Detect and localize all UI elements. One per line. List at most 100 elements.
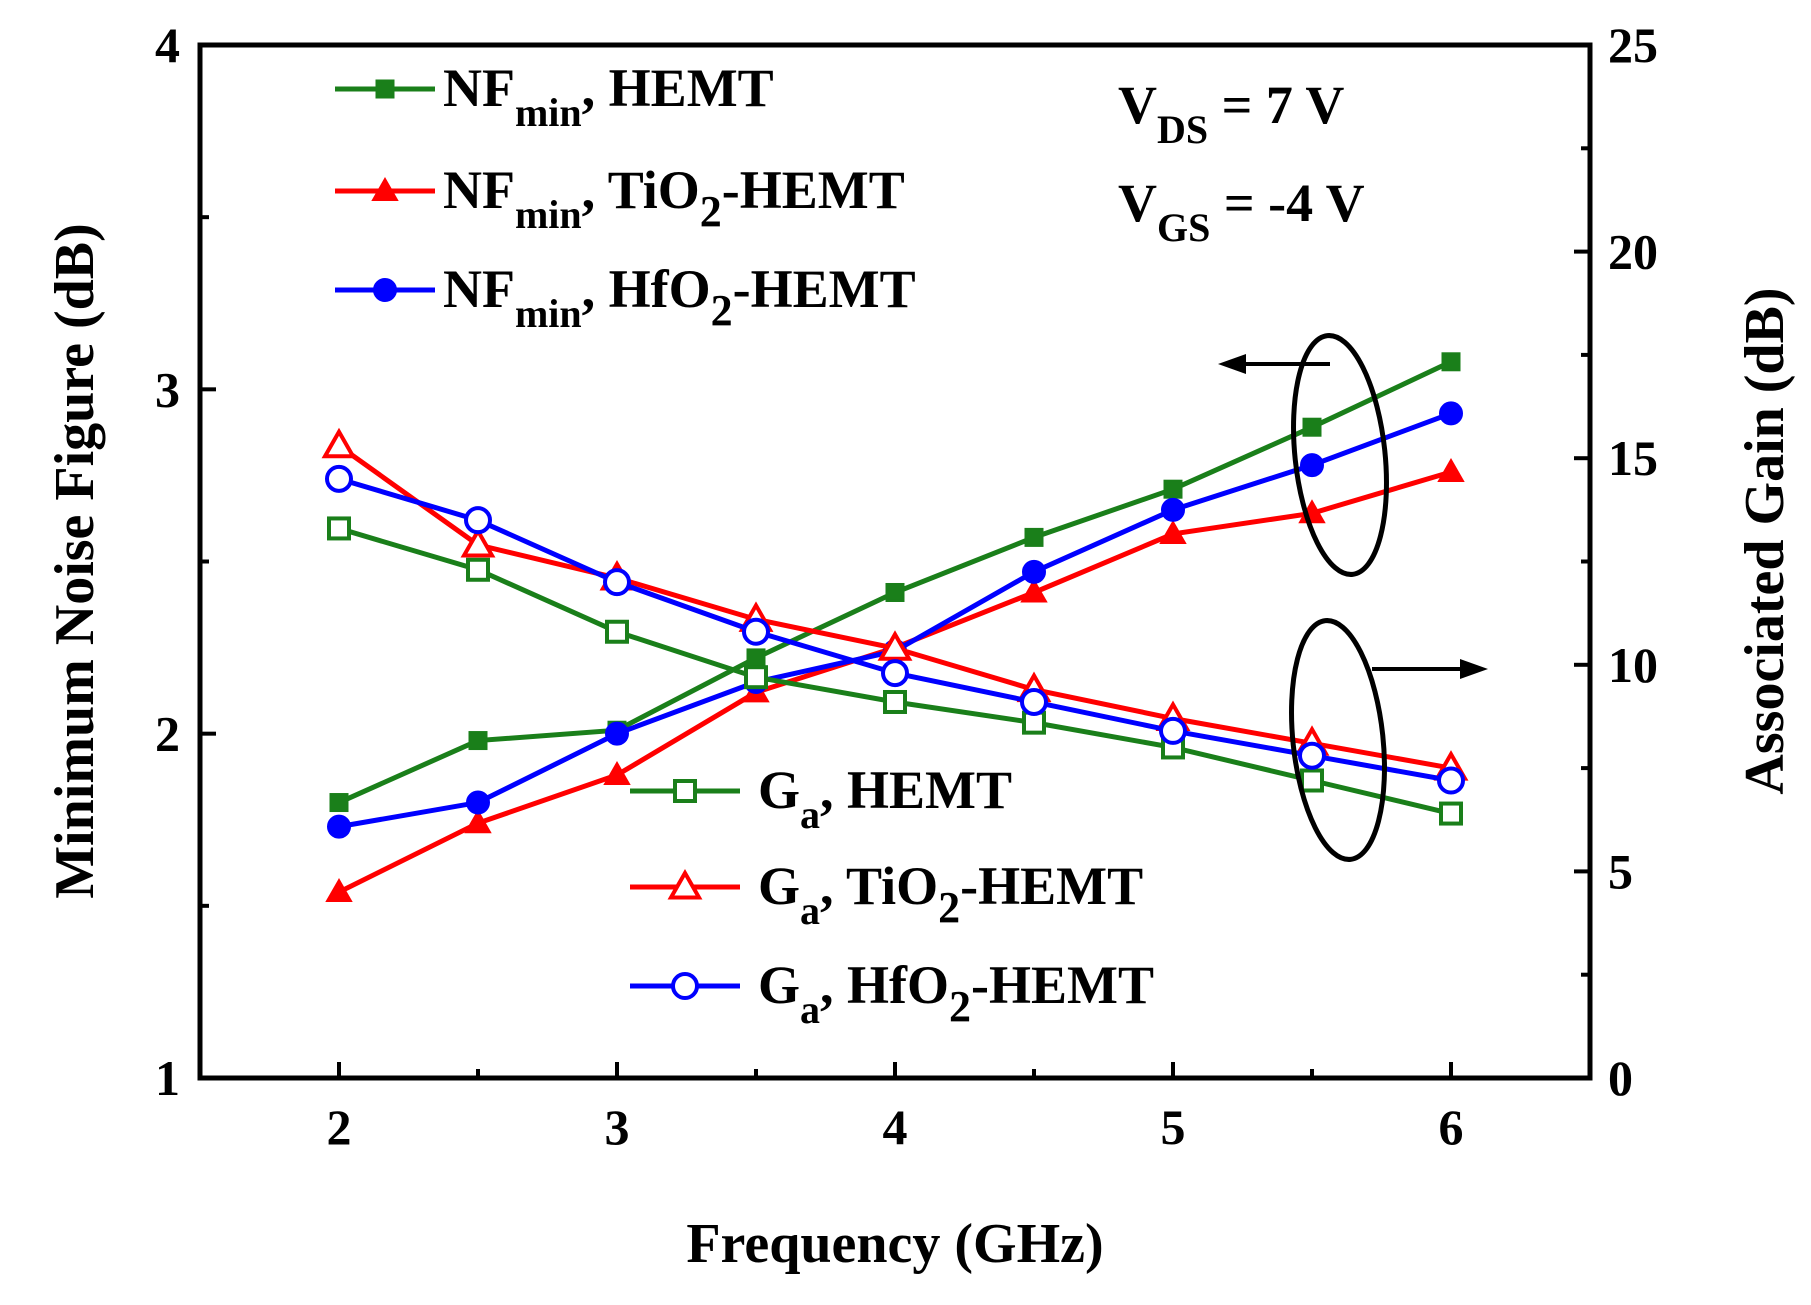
y-right-tick-label: 20 <box>1608 224 1658 280</box>
legend-label-sub: min <box>515 192 582 237</box>
point-nf-hfo2-2 <box>605 721 629 746</box>
legend-label-sub2: 2 <box>711 286 733 335</box>
point-ga-hemt-2 <box>605 619 629 644</box>
legend-label-end: -HEMT <box>722 160 905 220</box>
x-tick-label: 4 <box>883 1099 908 1155</box>
legend-label-sub: a <box>800 888 820 933</box>
point-nf-hemt-0 <box>329 793 349 813</box>
legend-label-mid: , HEMT <box>582 58 774 118</box>
legend-label: NFmin, HEMT <box>443 58 774 135</box>
y-right-tick-label: 10 <box>1608 637 1658 693</box>
y-axis-right-label: Associated Gain (dB) <box>1734 287 1796 794</box>
y-right-tick-label: 5 <box>1608 843 1633 899</box>
legend-label-end: -HEMT <box>733 259 916 319</box>
point-nf-hfo2-1 <box>466 790 490 815</box>
legend-label: NFmin, HfO2-HEMT <box>443 259 916 336</box>
legend-label-mid: , HEMT <box>820 760 1012 820</box>
point-ga-hemt-1 <box>466 557 490 582</box>
point-nf-hfo2-0 <box>327 814 351 839</box>
x-tick-label: 5 <box>1161 1099 1186 1155</box>
legend-label-sub: a <box>800 792 820 837</box>
x-tick-label: 3 <box>605 1099 630 1155</box>
legend-label-main: NF <box>443 160 515 220</box>
legend-label-sub2: 2 <box>700 187 722 236</box>
point-nf-tio2-1 <box>464 809 492 834</box>
point-nf-tio2-2 <box>603 760 631 785</box>
point-nf-tio2-6 <box>1159 519 1187 544</box>
arrow-left-head <box>1218 354 1246 374</box>
series-nf-hemt <box>329 352 1461 813</box>
series-line-ga-tio2 <box>337 443 1452 771</box>
legend-label-main: G <box>758 955 800 1015</box>
point-ga-hfo2-1 <box>464 506 492 535</box>
point-nf-hemt-4 <box>885 582 905 602</box>
point-nf-hfo2-6 <box>1161 497 1185 522</box>
series-line-ga-hfo2 <box>338 476 1452 783</box>
x-axis-label: Frequency (GHz) <box>686 1213 1103 1275</box>
point-ga-hfo2-4 <box>881 659 909 688</box>
point-nf-hemt-6 <box>1163 479 1183 499</box>
point-ga-hfo2-7 <box>1298 741 1326 770</box>
x-tick-label: 2 <box>327 1099 352 1155</box>
arrow-right-head <box>1460 659 1488 679</box>
legend-label-main: NF <box>443 58 515 118</box>
condition-vgs: VGS = -4 V <box>1118 173 1365 250</box>
point-nf-tio2-0 <box>325 878 353 903</box>
point-nf-hemt-3 <box>746 648 766 668</box>
legend-label-main: NF <box>443 259 515 319</box>
ga-group-ellipse <box>1289 618 1387 862</box>
legend-label: Ga, HEMT <box>758 760 1012 837</box>
point-ga-hemt-7 <box>1300 768 1324 793</box>
legend-label: Ga, TiO2-HEMT <box>758 856 1143 933</box>
point-nf-hfo2-5 <box>1022 559 1046 584</box>
y-axis-left-label: Minimum Noise Figure (dB) <box>44 223 106 899</box>
y-left-tick-label: 1 <box>155 1050 180 1106</box>
legend-item-nf-tio2: NFmin, TiO2-HEMT <box>335 160 905 237</box>
point-ga-tio2-4 <box>877 630 913 661</box>
point-ga-hfo2-3 <box>742 617 770 646</box>
point-ga-hfo2-0 <box>325 464 353 493</box>
legend-label-end: -HEMT <box>971 955 1154 1015</box>
point-nf-tio2-5 <box>1020 578 1048 603</box>
legend-item-ga-hfo2: Ga, HfO2-HEMT <box>630 955 1154 1032</box>
legend-marker <box>375 79 395 99</box>
y-right-tick-label: 0 <box>1608 1050 1633 1106</box>
point-nf-hemt-5 <box>1024 527 1044 547</box>
point-nf-tio2-8 <box>1437 457 1465 482</box>
legend-item-nf-hemt: NFmin, HEMT <box>335 58 774 135</box>
legend-label-sub2: 2 <box>938 883 960 932</box>
legend-marker <box>373 278 397 302</box>
legend-label: Ga, HfO2-HEMT <box>758 955 1154 1032</box>
legend-label-mid: , TiO <box>582 160 700 220</box>
legend-label-sub: a <box>800 987 820 1032</box>
point-ga-hemt-3 <box>744 665 768 690</box>
y-left-tick-label: 3 <box>155 361 180 417</box>
point-ga-hemt-8 <box>1439 801 1463 826</box>
legend-label-mid: , HfO <box>820 955 949 1015</box>
point-ga-hfo2-2 <box>603 568 631 597</box>
point-nf-hfo2-8 <box>1439 401 1463 426</box>
series-ga-hfo2 <box>325 464 1465 795</box>
tick-layer: 2 3 4 5 6 1 2 3 4 0 5 10 15 20 25 <box>155 17 1658 1155</box>
legend-marker <box>371 176 399 201</box>
legend-marker <box>673 779 697 803</box>
series-layer <box>321 352 1469 903</box>
point-ga-hemt-4 <box>883 689 907 714</box>
point-ga-hemt-0 <box>327 516 351 541</box>
legend-label-end: -HEMT <box>960 856 1143 916</box>
legend-item-ga-hemt: Ga, HEMT <box>630 760 1012 837</box>
legend-label-sub: min <box>515 90 582 135</box>
legend-label-sub2: 2 <box>949 982 971 1031</box>
y-left-tick-label: 4 <box>155 17 180 73</box>
legend-label-mid: , TiO <box>820 856 938 916</box>
y-left-tick-label: 2 <box>155 706 180 762</box>
point-nf-hemt-7 <box>1302 417 1322 437</box>
point-nf-hemt-1 <box>468 731 488 751</box>
condition-vds: VDS = 7 V <box>1118 75 1344 152</box>
nf-group-ellipse <box>1291 333 1389 577</box>
y-right-tick-label: 15 <box>1608 430 1658 486</box>
legend-label-main: G <box>758 760 800 820</box>
point-nf-hemt-8 <box>1441 352 1461 372</box>
